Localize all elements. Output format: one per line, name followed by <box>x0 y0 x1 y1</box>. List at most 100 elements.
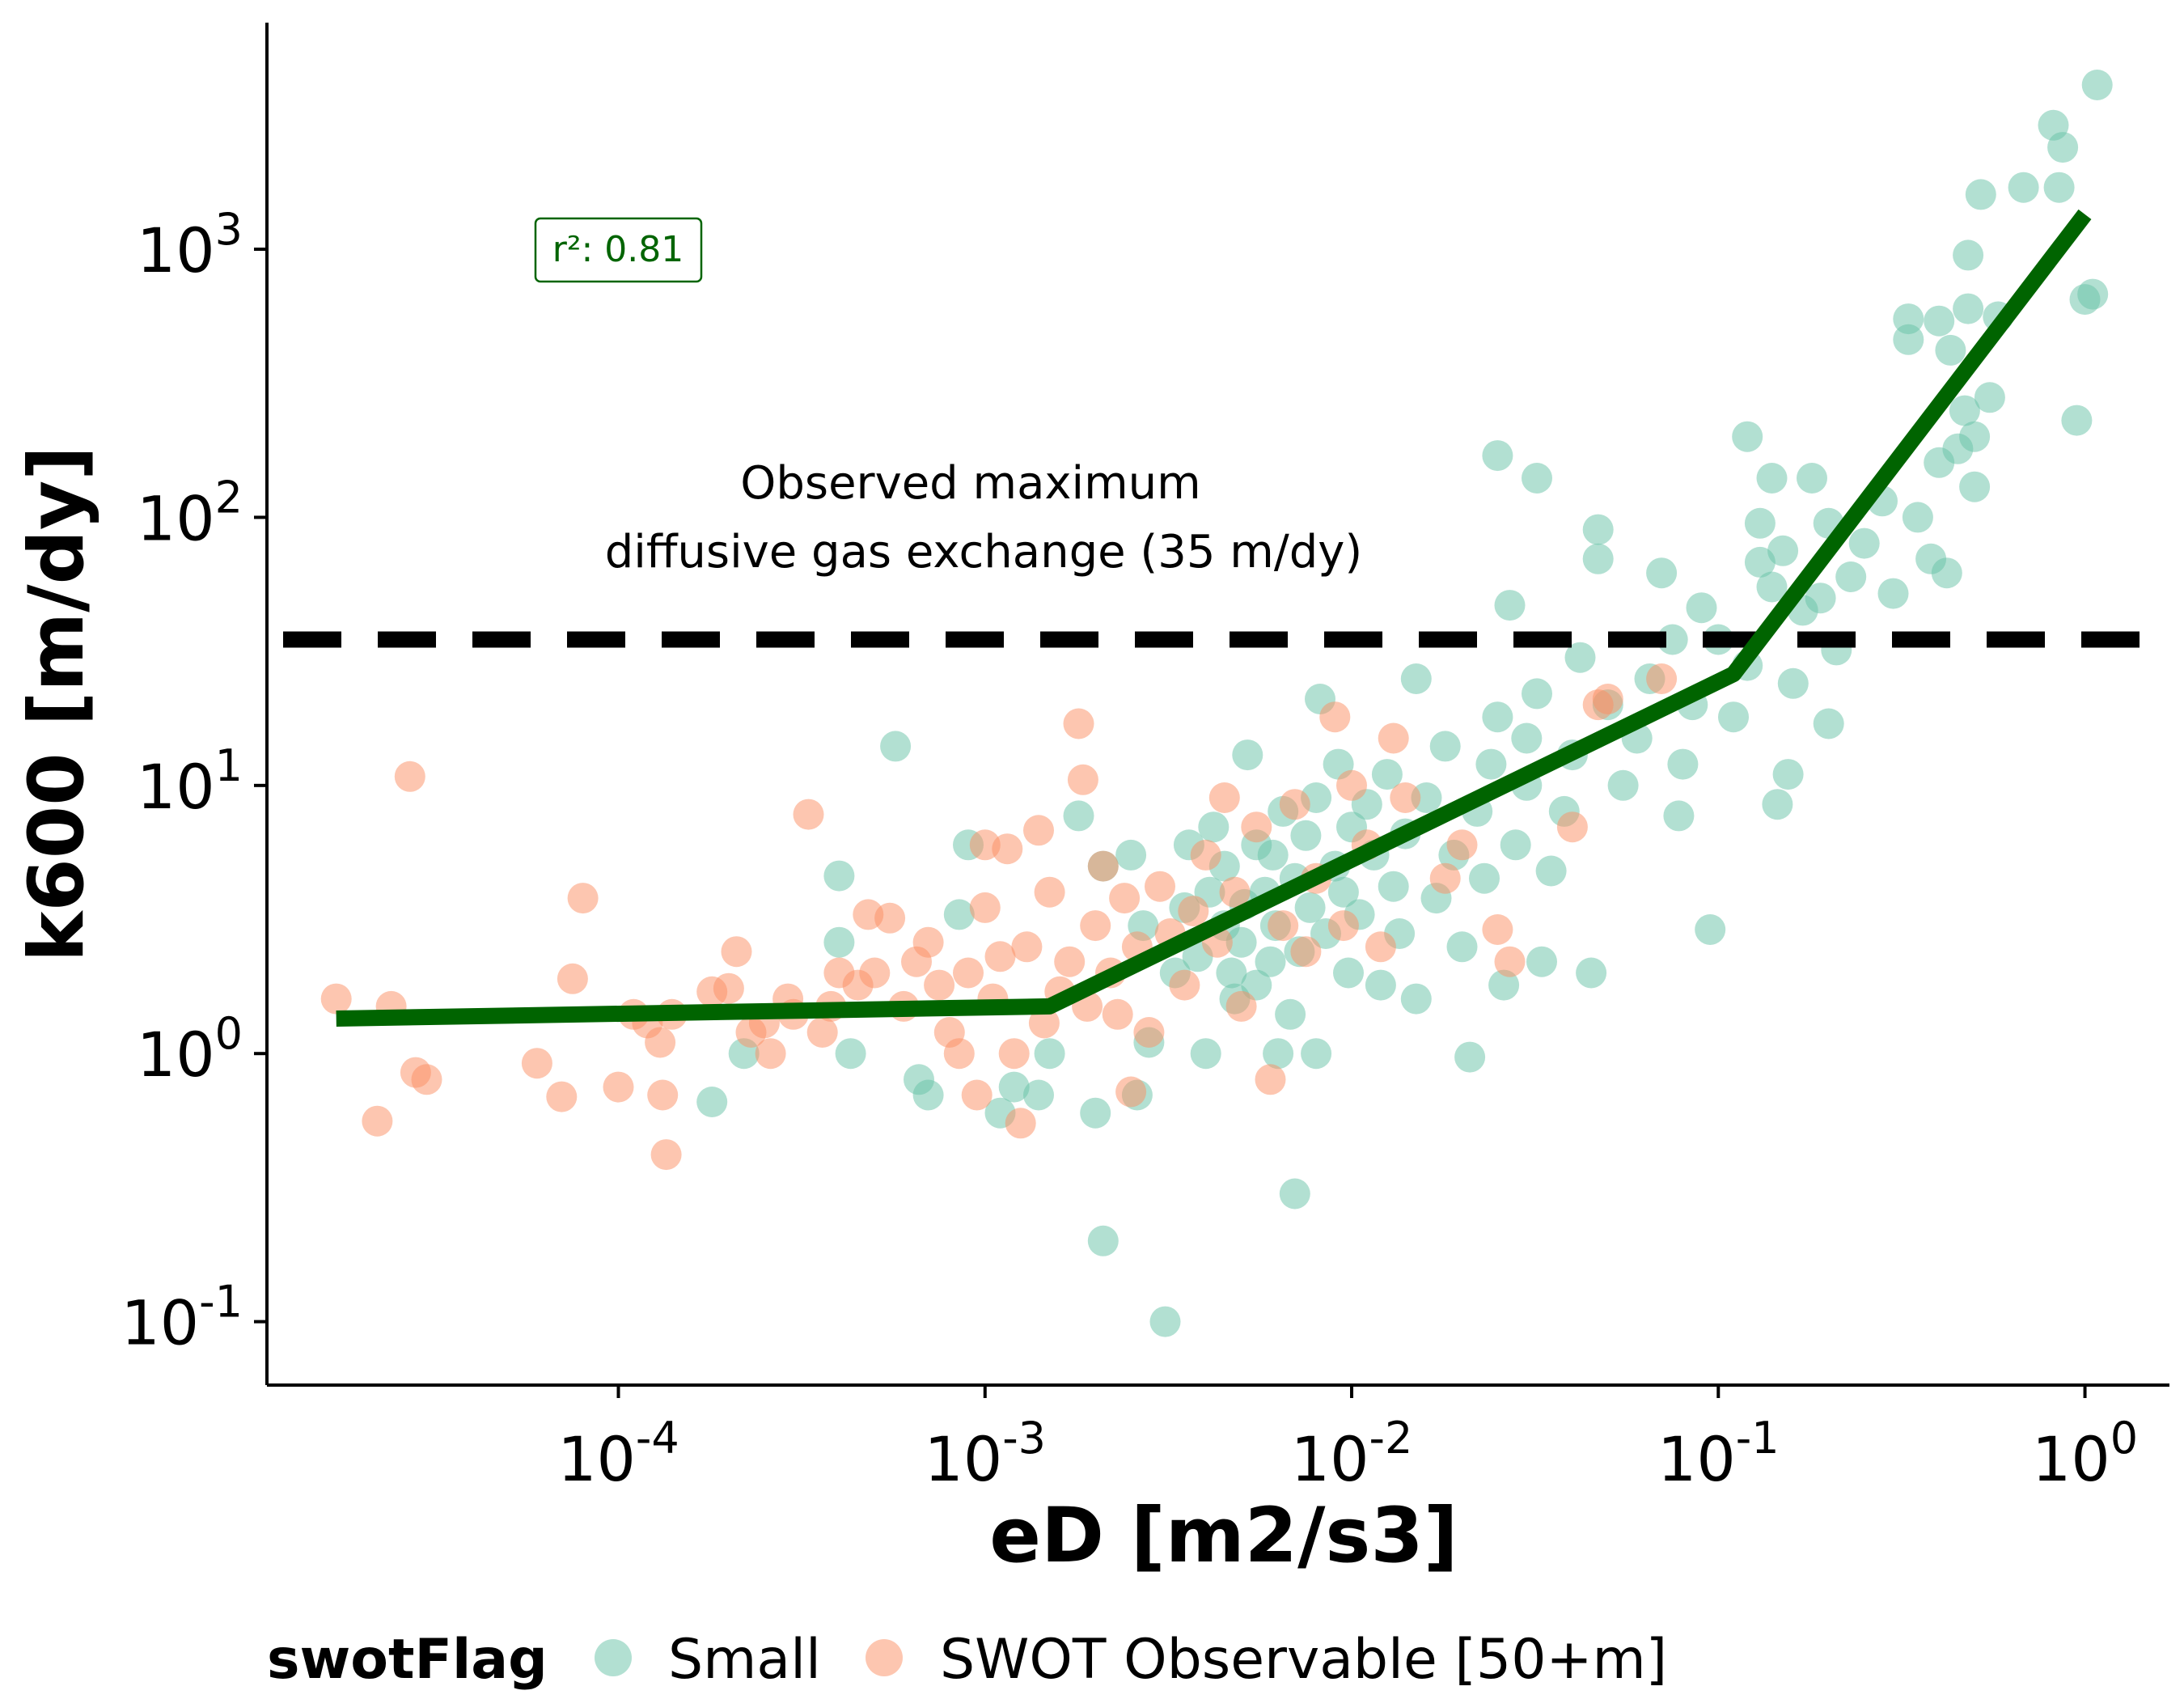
small-point <box>1327 876 1359 908</box>
swot-observable-point <box>645 1027 676 1058</box>
small-point <box>1411 782 1442 813</box>
x-axis-label: eD [m2/s3] <box>989 1492 1458 1580</box>
small-point <box>1582 543 1614 574</box>
swot-observable-point <box>1279 789 1310 820</box>
small-point <box>1034 1038 1065 1070</box>
small-point <box>1080 1097 1111 1129</box>
small-point <box>835 1038 866 1070</box>
small-point <box>2081 70 2113 100</box>
swot-observable-point <box>1023 815 1054 846</box>
swot-observable-point <box>1592 684 1623 714</box>
small-point <box>1225 926 1257 958</box>
swot-observable-point <box>603 1071 634 1103</box>
swot-observable-point <box>1327 910 1359 942</box>
swot-observable-point <box>721 936 752 968</box>
swot-observable-point <box>1028 1007 1060 1039</box>
small-point <box>1663 800 1695 832</box>
small-point <box>1232 739 1263 771</box>
small-point <box>1953 293 1984 324</box>
small-point <box>823 926 855 958</box>
legend-label-swot-observable: SWOT Observable [50+m] <box>940 1628 1667 1692</box>
swot-observable-point <box>992 833 1023 865</box>
swot-observable-point <box>1319 701 1351 733</box>
x-tick-label: 10-2 <box>1291 1413 1413 1495</box>
small-point <box>1522 463 1552 494</box>
small-point <box>1257 839 1289 871</box>
swot-observable-point <box>1054 946 1086 977</box>
swot-observable-point <box>546 1081 578 1112</box>
small-point <box>1454 1041 1486 1073</box>
series-small-points <box>696 70 2113 1337</box>
swot-observable-point <box>1482 914 1513 945</box>
small-point <box>1564 642 1596 673</box>
small-point <box>1931 557 1962 589</box>
small-point <box>1190 1038 1221 1070</box>
small-point <box>1959 421 1991 452</box>
y-tick-label: 103 <box>137 204 243 286</box>
small-point <box>1893 324 1924 355</box>
x-tick-label: 10-3 <box>924 1413 1046 1495</box>
small-point <box>1279 1178 1310 1210</box>
small-point <box>1744 546 1776 578</box>
small-point <box>1365 969 1396 1001</box>
small-point <box>1935 334 1966 366</box>
swot-observable-point <box>713 972 744 1004</box>
swot-observable-point <box>411 1064 442 1095</box>
swot-observable-point <box>961 1079 993 1111</box>
y-axis-label: k600 [m/dy] <box>13 446 101 962</box>
reference-annotation-line-2: diffusive gas exchange (35 m/dy) <box>605 526 1363 578</box>
y-tick-label: 10-1 <box>121 1277 243 1359</box>
small-point <box>2008 172 2039 203</box>
swot-observable-point <box>969 892 1001 923</box>
swot-observable-point <box>1145 871 1175 902</box>
small-point <box>1482 701 1513 733</box>
small-point <box>1488 969 1520 1001</box>
small-point <box>1756 571 1788 603</box>
small-point <box>1965 179 1996 210</box>
small-point <box>823 860 855 892</box>
small-point <box>1482 440 1513 472</box>
small-point <box>1500 829 1531 861</box>
y-tick-label: 101 <box>137 740 243 823</box>
series-swot-observable-points <box>320 663 1678 1171</box>
small-point <box>1667 748 1699 780</box>
swot-observable-point <box>859 957 891 989</box>
small-point <box>1400 983 1432 1015</box>
small-point <box>1607 769 1639 801</box>
small-point <box>2077 278 2109 310</box>
small-point <box>943 899 975 930</box>
swot-observable-point <box>1290 936 1322 968</box>
small-point <box>1576 957 1607 989</box>
small-point <box>1198 811 1230 843</box>
swot-observable-point <box>1102 998 1133 1030</box>
swot-observable-point <box>1241 811 1272 843</box>
x-axis-ticks: 10-4 10-3 10-2 10-1 100 <box>557 1385 2138 1495</box>
swot-observable-point <box>1087 850 1119 882</box>
y-tick-label: 100 <box>137 1008 243 1091</box>
swot-observable-point <box>1034 876 1065 908</box>
small-point <box>1959 471 1991 502</box>
small-point <box>1835 561 1867 592</box>
small-point <box>2061 405 2093 436</box>
swot-observable-point <box>647 1079 679 1111</box>
x-tick-label: 10-1 <box>1657 1413 1780 1495</box>
small-point <box>1732 421 1763 452</box>
small-point <box>1777 667 1809 699</box>
small-point <box>998 1071 1030 1103</box>
small-point <box>1877 578 1909 609</box>
swot-observable-point <box>1208 782 1240 813</box>
small-point <box>1294 892 1326 923</box>
small-point <box>1469 862 1500 894</box>
swot-observable-point <box>1115 1076 1147 1108</box>
small-point <box>1526 946 1557 977</box>
swot-observable-point <box>567 883 599 914</box>
small-point <box>1063 800 1094 832</box>
small-point <box>1494 590 1526 621</box>
small-point <box>1429 731 1461 762</box>
swot-observable-point <box>806 1017 838 1048</box>
small-point <box>1255 946 1286 977</box>
swot-observable-point <box>1365 931 1396 963</box>
small-point <box>1263 1038 1294 1070</box>
small-point <box>1400 663 1432 694</box>
